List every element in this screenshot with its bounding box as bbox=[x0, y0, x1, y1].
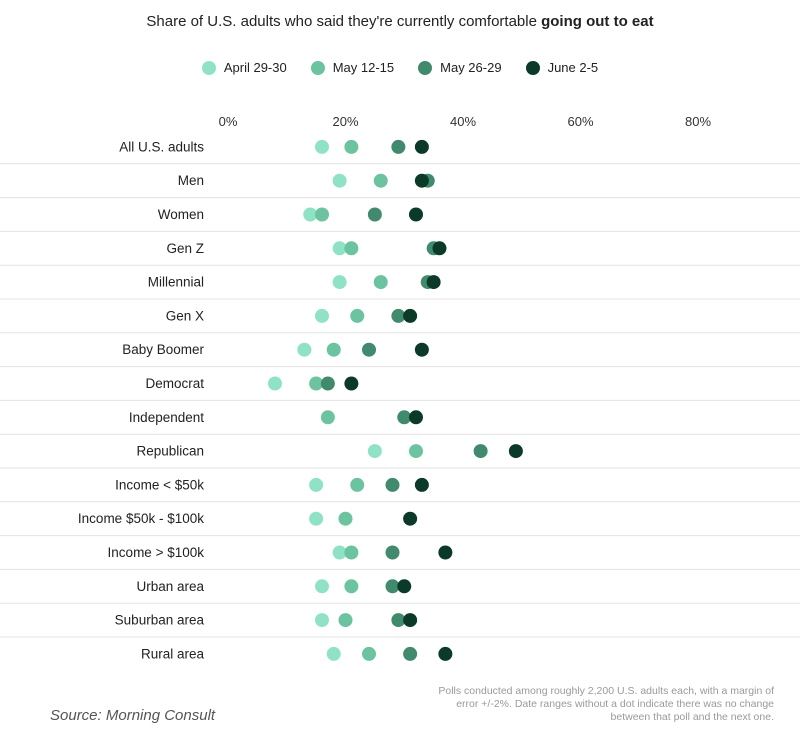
data-point bbox=[344, 579, 359, 594]
data-point bbox=[414, 173, 429, 188]
data-point bbox=[385, 545, 400, 560]
data-point bbox=[332, 545, 347, 560]
data-point bbox=[473, 444, 488, 459]
category-label: Suburban area bbox=[115, 613, 205, 628]
data-point bbox=[338, 511, 353, 526]
data-point bbox=[350, 477, 365, 492]
data-point bbox=[332, 275, 347, 290]
data-point bbox=[403, 511, 418, 526]
legend-swatch-icon bbox=[525, 60, 540, 75]
data-point bbox=[403, 646, 418, 661]
x-tick-label: 80% bbox=[685, 114, 711, 129]
data-point bbox=[414, 342, 429, 357]
legend-label: April 29-30 bbox=[223, 60, 287, 75]
data-point bbox=[315, 613, 329, 628]
data-point bbox=[397, 579, 412, 594]
category-label: Democrat bbox=[145, 376, 204, 391]
data-point bbox=[362, 646, 376, 661]
x-tick-label: 20% bbox=[332, 114, 358, 129]
legend-item: May 26-29 bbox=[418, 60, 502, 75]
category-label: Income < $50k bbox=[115, 477, 204, 492]
data-point bbox=[385, 477, 400, 492]
data-point bbox=[344, 545, 359, 560]
data-point bbox=[391, 613, 406, 628]
x-tick-label: 60% bbox=[567, 114, 593, 129]
data-point bbox=[326, 342, 341, 357]
data-point bbox=[391, 139, 406, 154]
category-label: Baby Boomer bbox=[122, 342, 204, 357]
data-point bbox=[350, 308, 365, 323]
dot-plot: 0% 20% 40% 60% 80% All U.S. adults Men Women Gen… bbox=[0, 114, 800, 661]
legend-label: May 12-15 bbox=[332, 60, 395, 75]
data-point bbox=[373, 173, 388, 188]
data-point bbox=[409, 444, 423, 459]
category-label: Women bbox=[158, 207, 204, 222]
data-point bbox=[315, 308, 329, 323]
category-label: Rural area bbox=[141, 646, 205, 661]
data-point bbox=[309, 511, 324, 526]
category-label: Independent bbox=[129, 410, 204, 425]
legend-item: June 2-5 bbox=[525, 60, 599, 75]
data-point bbox=[414, 139, 429, 154]
data-point bbox=[315, 139, 329, 154]
data-point bbox=[373, 275, 388, 290]
data-point bbox=[362, 342, 376, 357]
legend-item: May 12-15 bbox=[310, 60, 395, 75]
data-point bbox=[414, 477, 429, 492]
category-label: Gen Z bbox=[166, 241, 204, 256]
category-label: Urban area bbox=[136, 579, 204, 594]
x-tick-label: 40% bbox=[450, 114, 476, 129]
data-point bbox=[303, 207, 318, 222]
data-point bbox=[367, 444, 382, 459]
x-tick-label: 0% bbox=[219, 114, 238, 129]
chart-title-emphasis: going out to eat bbox=[541, 13, 654, 30]
data-point bbox=[326, 646, 341, 661]
legend-label: June 2-5 bbox=[547, 60, 599, 75]
legend-item: April 29-30 bbox=[201, 60, 287, 75]
data-point bbox=[344, 376, 359, 391]
legend-label: May 26-29 bbox=[440, 60, 502, 75]
data-point bbox=[385, 579, 400, 594]
data-point bbox=[432, 241, 447, 256]
data-point bbox=[332, 241, 347, 256]
data-point bbox=[332, 173, 347, 188]
data-point bbox=[438, 545, 453, 560]
legend-swatch-icon bbox=[310, 60, 325, 75]
legend: April 29-30 May 12-15 May 26-29 June 2-5 bbox=[0, 60, 800, 75]
data-point bbox=[403, 308, 418, 323]
methodology-note: Polls conducted among roughly 2,200 U.S.… bbox=[438, 685, 774, 723]
category-label: All U.S. adults bbox=[119, 139, 204, 154]
data-point bbox=[409, 410, 423, 425]
data-point bbox=[315, 207, 329, 222]
data-point bbox=[309, 376, 324, 391]
category-label: Gen X bbox=[166, 308, 204, 323]
data-point bbox=[426, 275, 441, 290]
category-label: Men bbox=[178, 173, 204, 188]
data-point bbox=[338, 613, 353, 628]
data-point bbox=[409, 207, 423, 222]
source-credit: Source: Morning Consult bbox=[50, 707, 216, 724]
category-label: Millennial bbox=[148, 275, 204, 290]
data-point bbox=[391, 308, 406, 323]
chart-title-prefix: Share of U.S. adults who said they're cu… bbox=[146, 13, 542, 30]
data-point bbox=[320, 410, 335, 425]
data-point bbox=[508, 444, 523, 459]
category-label: Income $50k - $100k bbox=[78, 511, 204, 526]
category-label: Republican bbox=[136, 444, 204, 459]
data-point bbox=[344, 241, 359, 256]
data-point bbox=[297, 342, 312, 357]
data-point bbox=[438, 646, 453, 661]
legend-swatch-icon bbox=[201, 60, 216, 75]
data-point bbox=[367, 207, 382, 222]
data-point bbox=[344, 139, 359, 154]
data-point bbox=[403, 613, 418, 628]
category-label: Income > $100k bbox=[108, 545, 205, 560]
data-point bbox=[309, 477, 324, 492]
data-point bbox=[320, 376, 335, 391]
data-point bbox=[268, 376, 282, 391]
legend-swatch-icon bbox=[418, 60, 433, 75]
chart-title: Share of U.S. adults who said they're cu… bbox=[0, 13, 800, 30]
data-point bbox=[315, 579, 329, 594]
data-point bbox=[397, 410, 412, 425]
